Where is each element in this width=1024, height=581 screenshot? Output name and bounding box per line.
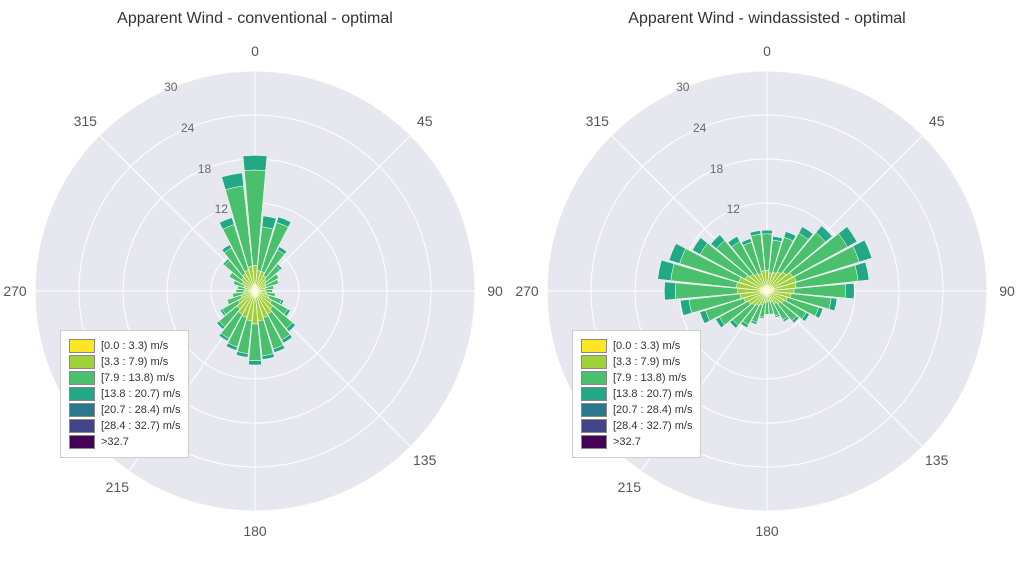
chart-title-left: Apparent Wind - conventional - optimal	[0, 10, 510, 28]
wind-rose-left: Apparent Wind - conventional - optimal […	[0, 0, 510, 581]
angle-label: 0	[251, 43, 259, 59]
angle-label: 0	[763, 43, 771, 59]
legend-row: [13.8 : 20.7) m/s	[69, 387, 180, 401]
legend-label: [0.0 : 3.3) m/s	[101, 340, 168, 352]
legend-swatch	[581, 419, 607, 433]
legend-label: [7.9 : 13.8) m/s	[613, 372, 686, 384]
radial-label: 18	[198, 162, 211, 176]
legend-label: >32.7	[613, 436, 641, 448]
angle-label: 315	[74, 113, 97, 129]
legend-label: [20.7 : 28.4) m/s	[613, 404, 692, 416]
legend-row: [20.7 : 28.4) m/s	[581, 403, 692, 417]
angle-label: 215	[106, 479, 129, 495]
legend-label: [7.9 : 13.8) m/s	[101, 372, 174, 384]
angle-label: 315	[586, 113, 609, 129]
angle-label: 45	[929, 113, 945, 129]
legend-label: >32.7	[101, 436, 129, 448]
legend-label: [0.0 : 3.3) m/s	[613, 340, 680, 352]
legend-row: >32.7	[69, 435, 180, 449]
radial-label: 18	[710, 162, 723, 176]
legend-row: [3.3 : 7.9) m/s	[69, 355, 180, 369]
legend-label: [20.7 : 28.4) m/s	[101, 404, 180, 416]
radial-label: 24	[693, 121, 706, 135]
legend-right: [0.0 : 3.3) m/s [3.3 : 7.9) m/s [7.9 : 13.…	[572, 330, 701, 458]
legend-swatch	[581, 435, 607, 449]
legend-row: [3.3 : 7.9) m/s	[581, 355, 692, 369]
legend-swatch	[69, 419, 95, 433]
legend-label: [28.4 : 32.7) m/s	[613, 420, 692, 432]
angle-label: 90	[999, 283, 1015, 299]
angle-label: 270	[515, 283, 538, 299]
radial-label: 12	[727, 202, 740, 216]
angle-label: 270	[3, 283, 26, 299]
chart-title-right: Apparent Wind - windassisted - optimal	[512, 10, 1022, 28]
legend-label: [3.3 : 7.9) m/s	[613, 356, 680, 368]
angle-label: 45	[417, 113, 433, 129]
legend-swatch	[581, 339, 607, 353]
legend-swatch	[581, 387, 607, 401]
legend-row: [28.4 : 32.7) m/s	[581, 419, 692, 433]
radial-label: 30	[676, 80, 689, 94]
legend-swatch	[69, 435, 95, 449]
angle-label: 180	[755, 523, 778, 539]
radial-label: 30	[164, 80, 177, 94]
angle-label: 180	[243, 523, 266, 539]
legend-swatch	[581, 403, 607, 417]
angle-label: 90	[487, 283, 503, 299]
angle-label: 135	[413, 452, 436, 468]
legend-row: [13.8 : 20.7) m/s	[581, 387, 692, 401]
legend-label: [3.3 : 7.9) m/s	[101, 356, 168, 368]
legend-swatch	[69, 371, 95, 385]
legend-row: [0.0 : 3.3) m/s	[581, 339, 692, 353]
legend-swatch	[69, 339, 95, 353]
legend-label: [13.8 : 20.7) m/s	[101, 388, 180, 400]
legend-row: [7.9 : 13.8) m/s	[581, 371, 692, 385]
legend-row: [28.4 : 32.7) m/s	[69, 419, 180, 433]
legend-row: [0.0 : 3.3) m/s	[69, 339, 180, 353]
legend-row: [7.9 : 13.8) m/s	[69, 371, 180, 385]
legend-left: [0.0 : 3.3) m/s [3.3 : 7.9) m/s [7.9 : 13.…	[60, 330, 189, 458]
legend-swatch	[69, 387, 95, 401]
legend-row: >32.7	[581, 435, 692, 449]
legend-label: [28.4 : 32.7) m/s	[101, 420, 180, 432]
legend-swatch	[581, 355, 607, 369]
angle-label: 215	[618, 479, 641, 495]
wind-rose-right: Apparent Wind - windassisted - optimal […	[512, 0, 1022, 581]
legend-swatch	[581, 371, 607, 385]
angle-label: 135	[925, 452, 948, 468]
legend-row: [20.7 : 28.4) m/s	[69, 403, 180, 417]
legend-swatch	[69, 403, 95, 417]
legend-swatch	[69, 355, 95, 369]
legend-label: [13.8 : 20.7) m/s	[613, 388, 692, 400]
radial-label: 12	[215, 202, 228, 216]
radial-label: 24	[181, 121, 194, 135]
